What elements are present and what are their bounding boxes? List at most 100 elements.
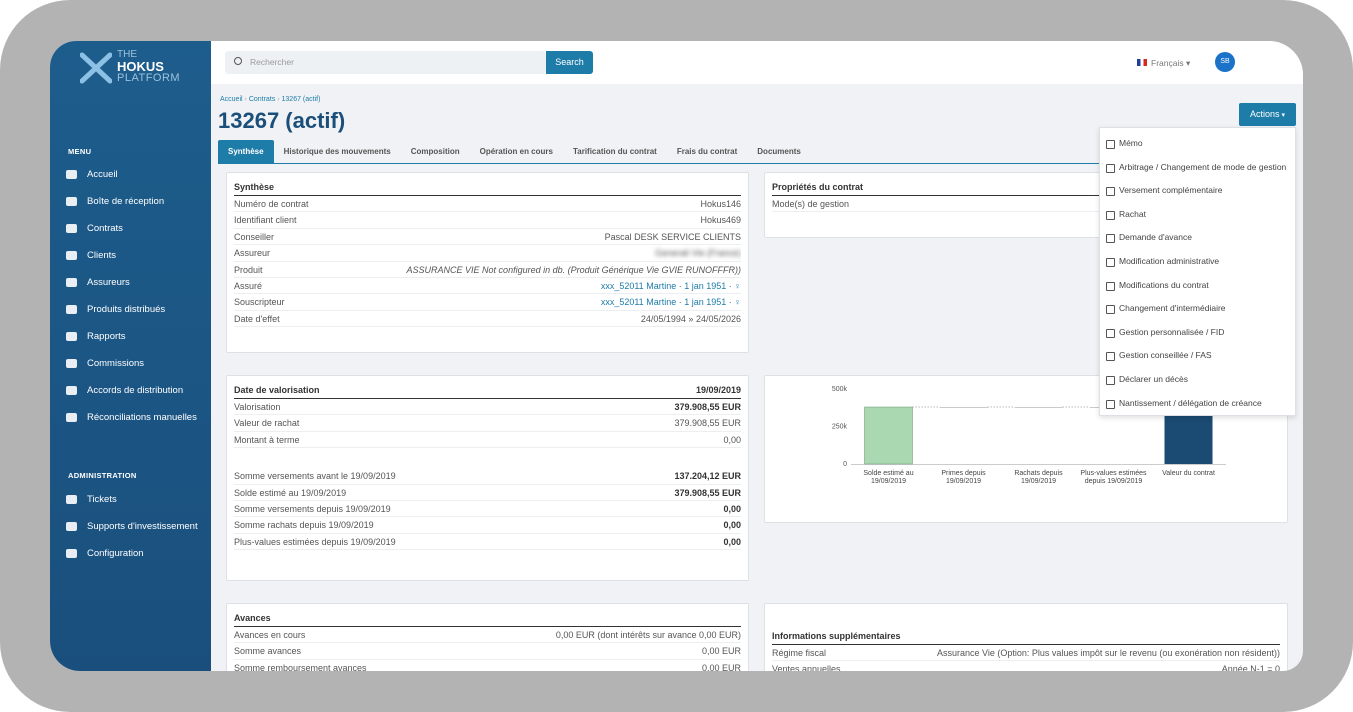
nav-item[interactable]: Accueil [66,163,208,190]
nav-icon [66,251,77,260]
waterfall-chart: 0 250k 500k [832,386,1226,468]
action-item[interactable]: Changement d'intermédiaire [1100,297,1295,321]
x-tick-label: Rachats depuis 19/09/2019 [1014,470,1063,485]
row: Somme avances 0,00 EUR [234,643,741,660]
tab[interactable]: Tarification du contrat [572,147,657,156]
logo[interactable]: THE HOKUS PLATFORM [80,49,200,87]
y-tick-label: 0 [843,461,847,468]
action-item[interactable]: Versement complémentaire [1100,179,1295,203]
breadcrumb-item[interactable]: Accueil [220,96,243,103]
nav-label: Rapports [87,331,126,342]
action-item[interactable]: Arbitrage / Changement de mode de gestio… [1100,156,1295,180]
chart-panel: 0 250k 500k Solde estimé au 19/09/2019 Prim… [764,375,1288,523]
rows: Avances en cours 0,00 EUR (dont intérêts … [234,627,741,671]
row-label: Produit [234,264,263,275]
action-item[interactable]: Demande d'avance [1100,226,1295,250]
row-label: Numéro de contrat [234,199,309,209]
row: Produit ASSURANCE VIE Not configured in d… [234,262,741,278]
nav-item[interactable]: Commissions [66,352,208,379]
menu: Accueil Boîte de réception Contrats Clients… [66,163,208,433]
action-item[interactable]: Rachat [1100,203,1295,227]
row-label: Mode(s) de gestion [772,199,850,209]
actions-button[interactable]: Actions [1239,103,1296,126]
search-button[interactable]: Search [546,51,593,74]
row-label: Somme remboursement avances [234,662,367,671]
row: Montant à terme 0,00 [234,432,741,449]
row-label: Somme rachats depuis 19/09/2019 [234,520,374,531]
tab[interactable]: Opération en cours [479,147,553,156]
nav-label: Accords de distribution [87,385,184,396]
nav-item[interactable]: Boîte de réception [66,190,208,217]
tab[interactable]: Synthèse [218,140,274,163]
tab[interactable]: Frais du contrat [676,147,738,156]
language[interactable]: Français ▾ [1137,58,1190,69]
row-label: Date d'effet [234,313,280,324]
action-item[interactable]: Modifications du contrat [1100,274,1295,298]
nav-icon [66,549,77,558]
row: Solde estimé au 19/09/2019 379.908,55 EUR [234,485,741,501]
action-item[interactable]: Gestion personnalisée / FID [1100,321,1295,345]
row: Plus-values estimées depuis 19/09/2019 0,… [234,534,741,551]
row-value: 0,00 [723,520,741,531]
menu-title: MENU [68,147,92,156]
nav-item[interactable]: Produits distribués [66,298,208,325]
nav-icon [66,224,77,233]
nav-item[interactable]: Tickets [66,488,208,515]
row: Conseiller Pascal DESK SERVICE CLIENTS [234,229,741,246]
title: Synthèse [234,182,275,192]
row-label: Plus-values estimées depuis 19/09/2019 [234,536,396,547]
action-item[interactable]: Mémo [1100,132,1295,156]
row-label: Régime fiscal [772,648,827,658]
row: Numéro de contrat Hokus146 [234,196,741,213]
row-value: Hokus146 [700,199,741,209]
nav-icon [66,386,77,395]
row-label: Assureur [234,248,271,259]
nav-item[interactable]: Clients [66,244,208,271]
row-value: 0,00 EUR [701,646,741,657]
nav-item[interactable]: Configuration [66,542,208,569]
tabs: Synthèse Historique des mouvements Composi… [218,140,1288,164]
tab[interactable]: Historique des mouvements [283,147,391,156]
avatar[interactable]: SB [1215,52,1235,72]
title: Propriétés du contrat [772,182,864,192]
row-value: xxx_52011 Martine · 1 jan 1951 · ♀ [600,297,741,308]
panel-title: Date de valorisation 19/09/2019 [234,381,741,399]
nav-item[interactable]: Rapports [66,325,208,352]
nav-item[interactable]: Supports d'investissement [66,515,208,542]
bar [939,407,988,409]
nav-icon [66,495,77,504]
row-value: 0,00 EUR [701,662,741,671]
nav-item[interactable]: Contrats [66,217,208,244]
nav-label: Tickets [87,494,117,505]
action-item[interactable]: Modification administrative [1100,250,1295,274]
row-value: xxx_52011 Martine · 1 jan 1951 · ♀ [600,280,741,291]
bar [1014,407,1063,409]
row-label: Valeur de rachat [234,418,300,429]
action-item[interactable]: Nantissement / délégation de créance [1100,392,1295,416]
row: Identifiant client Hokus469 [234,212,741,229]
nav-item[interactable]: Réconciliations manuelles [66,406,208,433]
valorisation-panel: Date de valorisation 19/09/2019 Valorisat… [226,375,749,581]
title: Informations supplémentaires [772,631,901,641]
action-item[interactable]: Déclarer un décès [1100,368,1295,392]
nav-item[interactable]: Accords de distribution [66,379,208,406]
admin-title: ADMINISTRATION [68,471,137,480]
logo-hokus: HOKUS [117,59,164,74]
row: Somme versements depuis 19/09/2019 0,00 [234,501,741,518]
nav-icon [66,305,77,314]
search-input[interactable]: Rechercher [225,51,546,74]
tab[interactable]: Composition [410,147,460,156]
panel-title: Propriétés du contrat [772,178,1280,196]
tab[interactable]: Documents [757,147,801,156]
sidebar: THE HOKUS PLATFORM MENU Accueil Boîte de … [50,41,211,671]
row: Souscripteur xxx_52011 Martine · 1 jan 19… [234,294,741,311]
row-label: Somme versements depuis 19/09/2019 [234,503,391,514]
breadcrumb-item[interactable]: Contrats [243,96,276,103]
nav-item[interactable]: Assureurs [66,271,208,298]
action-item[interactable]: Gestion conseillée / FAS [1100,344,1295,368]
row-label: Identifiant client [234,215,297,226]
row-value: ASSURANCE VIE Not configured in db. (Pro… [406,264,741,275]
language-label: Français [1151,58,1184,68]
row-value: 137.204,12 EUR [674,471,741,482]
row: Régime fiscal Assurance Vie (Option: Plus… [772,645,1280,662]
